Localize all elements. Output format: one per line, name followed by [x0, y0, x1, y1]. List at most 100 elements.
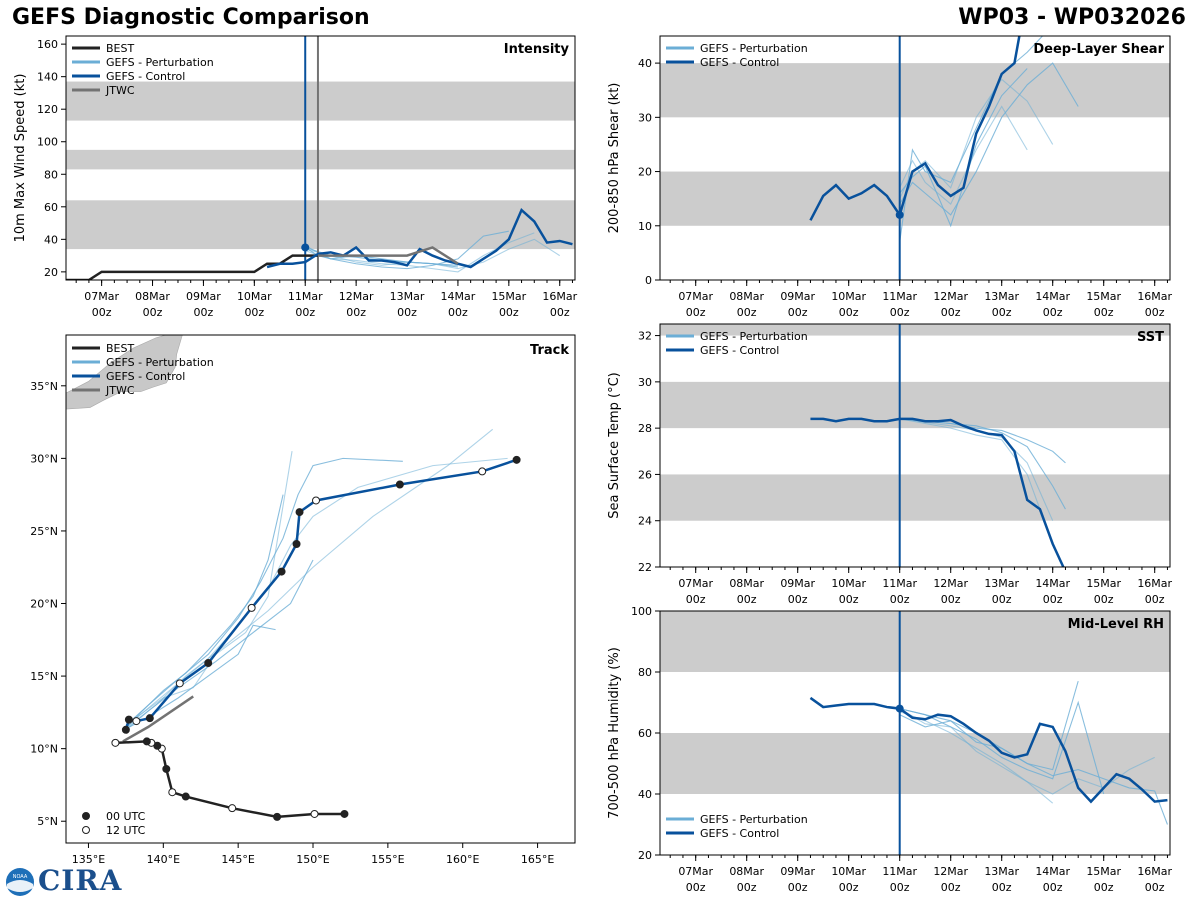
chart-intensity: 20 40 60 80 100 120 140 160 07Mar 00z 08Mar 00z 09Ma… [13, 35, 578, 319]
x-tick-label-hour: 00z [992, 593, 1012, 606]
x-tick-label: 145°E [221, 853, 254, 866]
x-tick-label: 135°E [72, 853, 105, 866]
series-gefs-control [810, 417, 1065, 567]
x-tick-label-hour: 00z [448, 306, 468, 319]
x-tick-label-date: 08Mar [729, 290, 764, 303]
y-tick-label: 22 [638, 561, 652, 574]
y-tick-label: 26 [638, 468, 652, 481]
x-tick-label-hour: 00z [1094, 881, 1114, 894]
x-tick-label-date: 12Mar [933, 865, 968, 878]
series-gefs-control [266, 207, 573, 269]
y-axis-label: 10m Max Wind Speed (kt) [13, 74, 28, 243]
x-tick-label-date: 07Mar [678, 865, 713, 878]
x-tick-label-hour: 00z [941, 306, 961, 319]
x-tick-label-date: 07Mar [678, 290, 713, 303]
x-tick-label-date: 13Mar [390, 290, 425, 303]
perturbation-line [899, 68, 1028, 228]
best-track-12utc-point [310, 809, 319, 818]
x-tick-label-hour: 00z [346, 306, 366, 319]
legend-label: GEFS - Perturbation [106, 56, 214, 69]
control-track-00utc-point [292, 540, 301, 549]
y-axis-label: 200-850 hPa Shear (kt) [607, 83, 622, 234]
chart-sst: 22 24 26 28 30 32 07Mar 00z 08Mar 00z 09Mar 00z 10Ma… [607, 323, 1173, 606]
legend-label: GEFS - Control [106, 370, 185, 383]
y-tick-label: 80 [44, 168, 58, 181]
marker-legend-label: 12 UTC [106, 824, 146, 837]
threshold-band [660, 733, 1170, 794]
chart-title: Mid-Level RH [1068, 617, 1164, 632]
x-tick-label-date: 14Mar [441, 290, 476, 303]
y-tick-label: 28 [638, 422, 652, 435]
series-gefs-control [809, 36, 1021, 221]
y-tick-label: 5°N [37, 815, 58, 828]
x-tick-label-date: 09Mar [780, 577, 815, 590]
x-tick-label-hour: 00z [941, 881, 961, 894]
y-tick-label: 25°N [30, 525, 58, 538]
legend-label: BEST [106, 42, 134, 55]
perturbation-line [899, 36, 1044, 243]
chart-track: 135°E 140°E 145°E 150°E 155°E 160°E 165°E 5°N 10… [30, 334, 576, 866]
x-tick-label-date: 15Mar [1086, 865, 1121, 878]
perturbation-line [899, 418, 1066, 510]
plot-area [660, 324, 1170, 567]
x-tick-label-hour: 00z [397, 306, 417, 319]
legend-marker-00utc [82, 812, 90, 820]
x-tick-label-hour: 00z [890, 881, 910, 894]
perturbation-track [127, 428, 494, 728]
y-tick-label: 20 [638, 166, 652, 179]
x-tick-label-hour: 00z [992, 881, 1012, 894]
chart-title: Intensity [504, 42, 570, 57]
x-tick-label-hour: 00z [1043, 881, 1063, 894]
x-tick-label-hour: 00z [788, 593, 808, 606]
control-track-00utc-point [204, 659, 213, 668]
threshold-band [660, 324, 1170, 336]
y-tick-label: 15°N [30, 670, 58, 683]
x-tick-label-date: 08Mar [729, 577, 764, 590]
chart-rh: 20 40 60 80 100 07Mar 00z 08Mar 00z 09Mar 00z 10Mar… [607, 605, 1173, 894]
x-tick-label-hour: 00z [839, 593, 859, 606]
x-tick-label-date: 14Mar [1035, 865, 1070, 878]
perturbation-track [122, 494, 284, 732]
y-tick-label: 30°N [30, 452, 58, 465]
best-track-00utc-point [181, 792, 190, 801]
y-tick-label: 10°N [30, 743, 58, 756]
x-tick-label-hour: 00z [295, 306, 315, 319]
x-tick-label: 150°E [296, 853, 329, 866]
perturbation-track [125, 559, 314, 731]
x-tick-label-hour: 00z [992, 306, 1012, 319]
series-gefs-control [809, 696, 1168, 804]
control-track [124, 458, 518, 731]
control-track-12utc-point [312, 496, 321, 505]
noaa-badge-text: NOAA [13, 874, 28, 880]
control-track-00utc-point [395, 480, 404, 489]
x-tick-label-hour: 00z [1043, 306, 1063, 319]
x-tick-label-hour: 00z [941, 593, 961, 606]
control-track-00utc-point [145, 714, 154, 723]
y-tick-label: 40 [44, 233, 58, 246]
x-tick-label-hour: 00z [1145, 306, 1165, 319]
x-tick-label: 165°E [521, 853, 554, 866]
control-track-00utc-point [512, 455, 521, 464]
legend-marker-12utc [82, 826, 90, 834]
x-tick-label-date: 14Mar [1035, 577, 1070, 590]
x-tick-label-hour: 00z [839, 306, 859, 319]
legend-label: GEFS - Perturbation [106, 356, 214, 369]
x-tick-label: 140°E [147, 853, 180, 866]
x-tick-label-hour: 00z [244, 306, 264, 319]
x-tick-label-date: 10Mar [831, 865, 866, 878]
x-tick-label-date: 13Mar [984, 577, 1019, 590]
perturbation-line [899, 708, 1168, 825]
chart-shear: 0 10 20 30 40 07Mar 00z 08Mar 00z 09Mar 00z 10Mar 00… [607, 35, 1173, 319]
perturbation-line [899, 700, 1105, 795]
y-tick-label: 30 [638, 376, 652, 389]
threshold-band [660, 474, 1170, 521]
x-tick-label-hour: 00z [686, 306, 706, 319]
control-track-12utc-point [247, 603, 256, 612]
best-track-00utc-point [340, 809, 349, 818]
x-tick-label-hour: 00z [686, 881, 706, 894]
y-tick-label: 20 [44, 266, 58, 279]
control-track-00utc-point [295, 508, 304, 517]
x-tick-label-hour: 00z [550, 306, 570, 319]
x-tick-label-hour: 00z [788, 306, 808, 319]
x-tick-label-hour: 00z [737, 881, 757, 894]
